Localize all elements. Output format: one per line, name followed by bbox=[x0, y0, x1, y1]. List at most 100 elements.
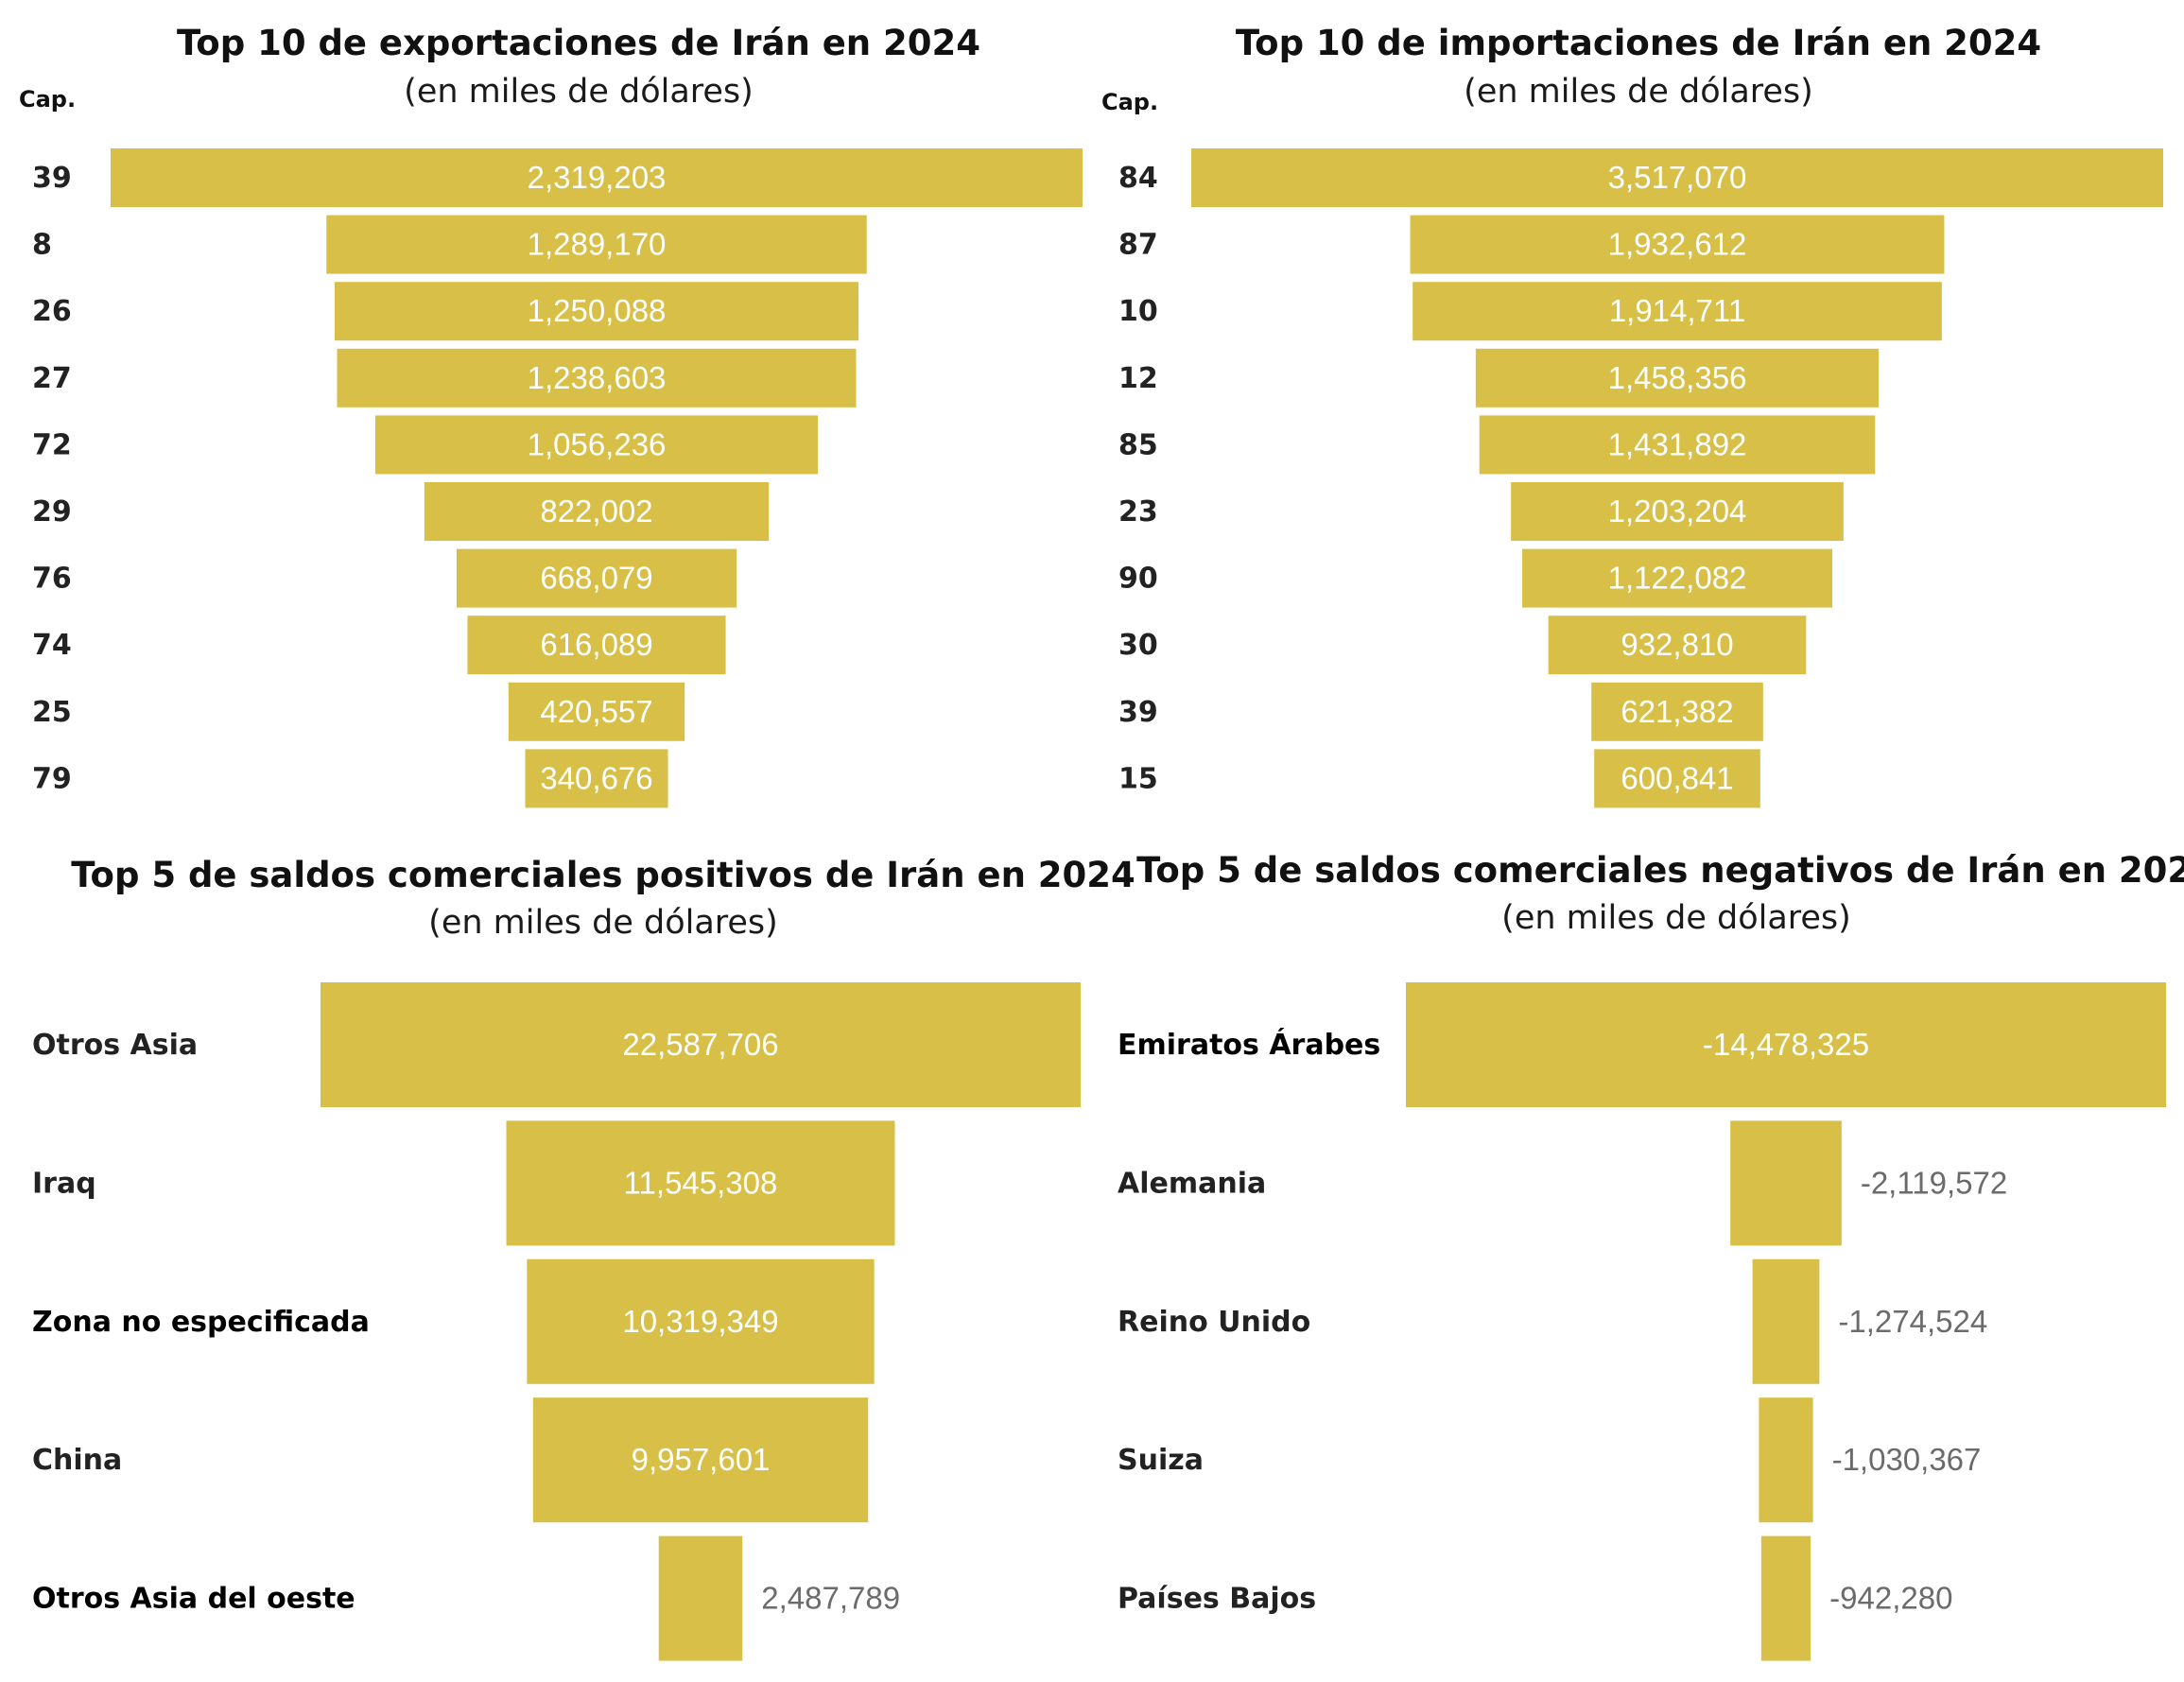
exports-value-label: 420,557 bbox=[540, 694, 652, 729]
positive-balance-bar bbox=[527, 1258, 875, 1384]
exports-category-label: 72 bbox=[32, 428, 72, 461]
exports-category-label: 39 bbox=[32, 162, 72, 195]
imports-bar bbox=[1479, 415, 1876, 475]
exports-value-label: 668,079 bbox=[540, 561, 652, 596]
positive-balance-bar bbox=[658, 1535, 743, 1661]
positive-balance-bar bbox=[321, 982, 1081, 1107]
exports-cap-header: Cap. bbox=[19, 86, 76, 113]
imports-bar bbox=[1413, 282, 1942, 341]
exports-category-label: 79 bbox=[32, 762, 72, 795]
negative-balance-value-label: -2,119,572 bbox=[1861, 1165, 2007, 1200]
negative-balance-chart-subtitle: (en miles de dólares) bbox=[1501, 899, 1851, 937]
exports-value-label: 822,002 bbox=[540, 494, 652, 529]
negative-balance-category-label: Alemania bbox=[1118, 1167, 1266, 1200]
positive-balance-category-label: Otros Asia del oeste bbox=[32, 1583, 355, 1616]
imports-chart-title: Top 10 de importaciones de Irán en 2024 bbox=[1236, 23, 2041, 63]
negative-balance-chart-title: Top 5 de saldos comerciales negativos de… bbox=[1136, 850, 2184, 891]
exports-category-label: 74 bbox=[32, 629, 72, 662]
imports-category-label: 23 bbox=[1118, 495, 1158, 529]
exports-bar bbox=[525, 749, 668, 808]
imports-value-label: 1,431,892 bbox=[1608, 426, 1747, 461]
exports-chart: Top 10 de exportaciones de Irán en 2024 … bbox=[19, 23, 1083, 808]
imports-value-label: 3,517,070 bbox=[1608, 160, 1747, 195]
exports-bar bbox=[508, 682, 685, 741]
exports-bar bbox=[111, 148, 1083, 207]
negative-balance-bar bbox=[1752, 1258, 1820, 1384]
negative-balance-category-label: Emiratos Árabes bbox=[1118, 1028, 1380, 1062]
imports-category-label: 30 bbox=[1118, 629, 1158, 662]
imports-cap-header: Cap. bbox=[1101, 89, 1158, 115]
exports-bars: 39 2,319,203 8 1,289,170 26 1,250,088 27 1,238,… bbox=[32, 148, 1083, 808]
exports-category-label: 76 bbox=[32, 563, 72, 596]
positive-balance-category-label: Zona no especificada bbox=[32, 1306, 370, 1339]
imports-value-label: 600,841 bbox=[1621, 760, 1733, 795]
imports-category-label: 85 bbox=[1118, 428, 1158, 461]
exports-bar bbox=[334, 282, 859, 341]
positive-balance-bar bbox=[532, 1397, 869, 1523]
negative-balance-category-label: Suiza bbox=[1118, 1444, 1204, 1477]
exports-chart-subtitle: (en miles de dólares) bbox=[404, 73, 754, 111]
exports-value-label: 1,289,170 bbox=[528, 227, 667, 262]
imports-category-label: 39 bbox=[1118, 696, 1158, 729]
imports-category-label: 12 bbox=[1118, 362, 1158, 395]
negative-balance-value-label: -14,478,325 bbox=[1703, 1027, 1869, 1062]
imports-bar bbox=[1591, 682, 1763, 741]
imports-bar bbox=[1410, 215, 1945, 274]
positive-balance-chart: Top 5 de saldos comerciales positivos de… bbox=[32, 855, 1135, 1661]
exports-value-label: 1,250,088 bbox=[528, 293, 667, 328]
imports-bar bbox=[1475, 348, 1880, 407]
imports-value-label: 621,382 bbox=[1621, 694, 1733, 729]
negative-balance-value-label: -942,280 bbox=[1829, 1581, 1952, 1616]
exports-bar bbox=[467, 616, 726, 675]
positive-balance-chart-subtitle: (en miles de dólares) bbox=[428, 904, 778, 942]
imports-bar bbox=[1191, 148, 2163, 207]
negative-balance-value-label: -1,274,524 bbox=[1838, 1304, 1987, 1339]
positive-balance-category-label: Otros Asia bbox=[32, 1029, 198, 1062]
exports-category-label: 29 bbox=[32, 495, 72, 529]
imports-value-label: 1,458,356 bbox=[1608, 360, 1747, 395]
positive-balance-bars: Otros Asia 22,587,706 Iraq 11,545,308 Zona n… bbox=[32, 982, 1081, 1661]
exports-category-label: 26 bbox=[32, 295, 72, 328]
exports-value-label: 616,089 bbox=[540, 627, 652, 662]
exports-bar bbox=[374, 415, 819, 475]
imports-chart-subtitle: (en miles de dólares) bbox=[1464, 73, 1813, 111]
negative-balance-bar bbox=[1760, 1535, 1811, 1661]
positive-balance-value-label: 2,487,789 bbox=[761, 1581, 900, 1616]
negative-balance-category-label: Reino Unido bbox=[1118, 1306, 1310, 1339]
imports-value-label: 932,810 bbox=[1621, 627, 1733, 662]
exports-bar bbox=[326, 215, 867, 274]
imports-bar bbox=[1594, 749, 1760, 808]
imports-value-label: 1,122,082 bbox=[1608, 561, 1747, 596]
exports-value-label: 1,056,236 bbox=[528, 426, 667, 461]
exports-category-label: 27 bbox=[32, 362, 72, 395]
imports-value-label: 1,203,204 bbox=[1608, 494, 1747, 529]
imports-bar bbox=[1548, 616, 1807, 675]
negative-balance-bars: Emiratos Árabes -14,478,325 Alemania -2,119… bbox=[1118, 982, 2166, 1661]
imports-category-label: 15 bbox=[1118, 762, 1158, 795]
exports-bar bbox=[337, 348, 857, 407]
exports-category-label: 8 bbox=[32, 229, 52, 262]
positive-balance-chart-title: Top 5 de saldos comerciales positivos de… bbox=[71, 855, 1135, 895]
imports-category-label: 84 bbox=[1118, 162, 1158, 195]
exports-chart-title: Top 10 de exportaciones de Irán en 2024 bbox=[177, 23, 980, 63]
negative-balance-bar bbox=[1406, 982, 2166, 1107]
positive-balance-category-label: China bbox=[32, 1444, 122, 1477]
imports-bar bbox=[1522, 548, 1832, 608]
positive-balance-bar bbox=[506, 1120, 895, 1246]
imports-chart: Top 10 de importaciones de Irán en 2024 … bbox=[1101, 23, 2163, 808]
positive-balance-value-label: 11,545,308 bbox=[624, 1165, 778, 1200]
exports-category-label: 25 bbox=[32, 696, 72, 729]
negative-balance-bar bbox=[1759, 1397, 1813, 1523]
exports-bar bbox=[424, 482, 770, 541]
positive-balance-value-label: 10,319,349 bbox=[622, 1304, 778, 1339]
positive-balance-value-label: 22,587,706 bbox=[622, 1027, 778, 1062]
negative-balance-chart: Top 5 de saldos comerciales negativos de… bbox=[1118, 850, 2184, 1661]
negative-balance-value-label: -1,030,367 bbox=[1832, 1442, 1982, 1477]
exports-bar bbox=[456, 548, 737, 608]
imports-category-label: 90 bbox=[1118, 563, 1158, 596]
positive-balance-category-label: Iraq bbox=[32, 1167, 96, 1200]
exports-value-label: 2,319,203 bbox=[528, 160, 667, 195]
positive-balance-value-label: 9,957,601 bbox=[632, 1442, 771, 1477]
imports-bars: 84 3,517,070 87 1,932,612 10 1,914,711 12 1,458… bbox=[1118, 148, 2163, 808]
imports-bar bbox=[1511, 482, 1844, 541]
